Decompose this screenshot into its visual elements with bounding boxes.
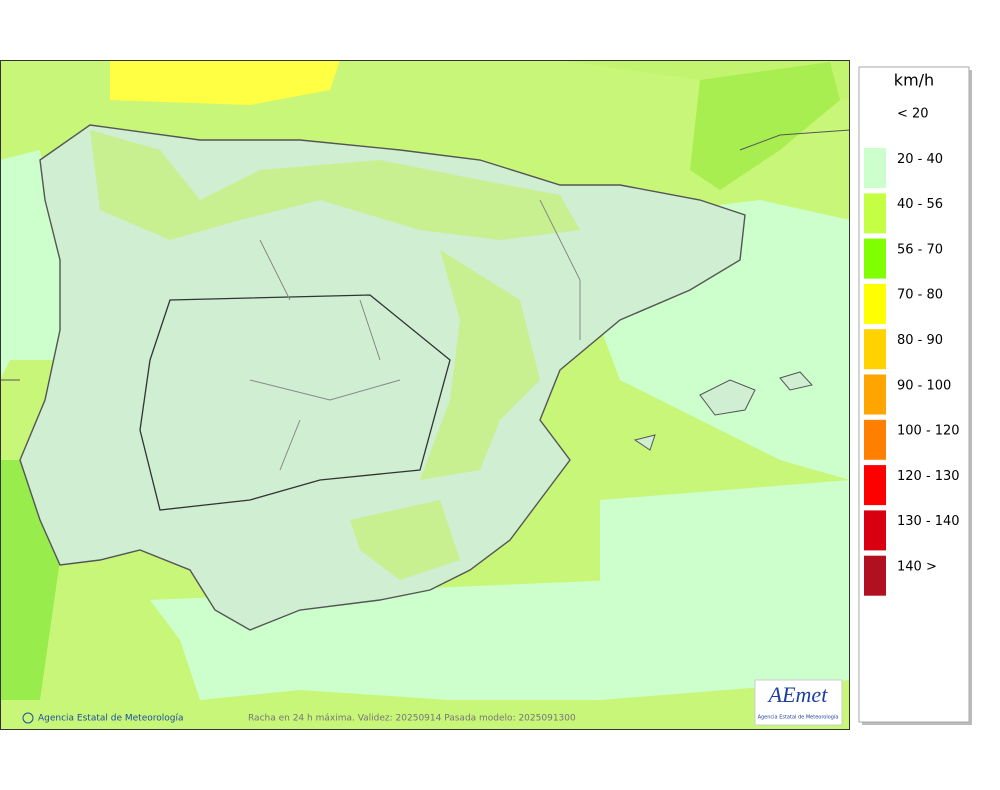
wind-zone	[350, 500, 460, 580]
wind-zone	[690, 62, 840, 190]
logo: AEmet	[767, 682, 829, 707]
legend-swatch	[864, 238, 886, 279]
island	[699, 379, 756, 416]
iberian-peninsula	[19, 124, 746, 631]
legend-label: 56 - 70	[897, 242, 943, 257]
legend-swatch	[864, 193, 886, 234]
legend-label: 120 - 130	[897, 469, 960, 484]
legend-label: 70 - 80	[897, 288, 943, 303]
province-border	[249, 199, 581, 471]
legend-title: km/h	[894, 71, 934, 90]
wind-zone	[600, 480, 850, 600]
island	[633, 434, 656, 451]
legend-swatch	[864, 510, 886, 551]
legend-swatch	[864, 148, 886, 188]
wind-zone	[0, 150, 60, 380]
wind-zone	[110, 60, 340, 105]
wind-zone	[420, 250, 540, 480]
island	[779, 371, 813, 391]
map: Agencia Estatal de Meteorología Racha en…	[0, 60, 851, 730]
legend-swatch	[864, 102, 886, 143]
legend-label: 80 - 90	[897, 333, 943, 348]
wind-zone	[0, 60, 850, 100]
credit: Agencia Estatal de Meteorología	[38, 714, 184, 724]
legend-label: 130 - 140	[897, 514, 960, 529]
legend-swatch	[864, 555, 886, 596]
copyright-icon	[22, 712, 34, 724]
legend-label: 20 - 40	[897, 152, 943, 167]
legend-label: 90 - 100	[897, 378, 951, 393]
legend-swatch	[864, 465, 886, 506]
map-frame	[0, 60, 850, 730]
legend-swatch	[864, 283, 886, 324]
wind-zone	[90, 130, 580, 240]
legend-label: 40 - 56	[897, 197, 943, 212]
logo-box	[754, 679, 843, 726]
region-border	[139, 294, 451, 511]
legend-swatch	[864, 329, 886, 370]
coastline	[0, 129, 851, 381]
legend-swatch	[864, 419, 886, 460]
legend-label: 100 - 120	[897, 424, 960, 439]
legend-label: < 20	[897, 107, 929, 122]
caption: Racha en 24 h máxima. Validez: 20250914 …	[248, 714, 576, 724]
legend-swatch	[864, 374, 886, 415]
legend: km/h < 20 20 - 40 40 - 56 56 - 70 70 - 80 80 …	[858, 66, 972, 725]
legend-label: 140 >	[897, 560, 937, 575]
logo-subtitle: Agencia Estatal de Meteorología	[758, 714, 839, 721]
